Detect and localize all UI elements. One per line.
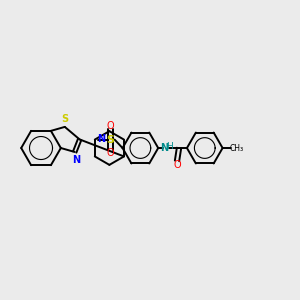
Text: H: H <box>166 142 173 151</box>
Text: N: N <box>72 155 80 165</box>
Text: O: O <box>173 160 181 170</box>
Text: O: O <box>107 148 115 158</box>
Text: CH₃: CH₃ <box>230 143 244 152</box>
Text: N: N <box>160 143 168 153</box>
Text: O: O <box>107 121 115 131</box>
Text: S: S <box>61 114 68 124</box>
Text: S: S <box>106 135 115 145</box>
Text: N: N <box>97 134 105 144</box>
